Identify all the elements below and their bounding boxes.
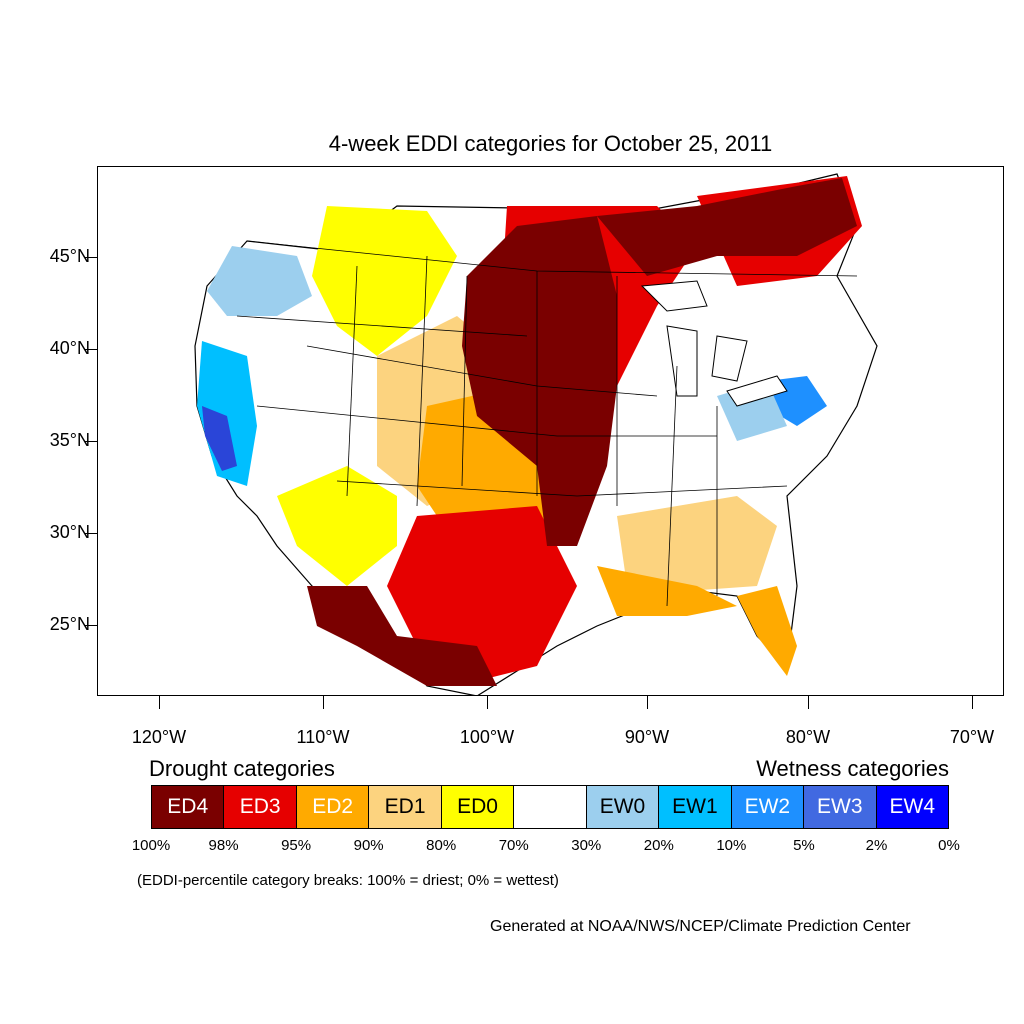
category-legend-bar: ED4 ED3 ED2 ED1 ED0 EW0 EW1 EW2 EW3 EW4 <box>151 785 949 829</box>
wet-region-pacific-northwest <box>207 246 312 316</box>
legend-cell-ew4: EW4 <box>876 786 948 828</box>
percentile-break-label: 100% <box>131 837 171 854</box>
y-tick-label: 35°N <box>49 430 90 450</box>
x-tick-label: 70°W <box>949 727 995 747</box>
y-tick-mark <box>84 533 97 534</box>
legend-cell-near-normal <box>514 786 587 828</box>
percentile-break-label: 2% <box>865 837 888 854</box>
y-tick-mark <box>84 441 97 442</box>
very-wet-region-california <box>202 406 237 471</box>
x-tick-mark <box>972 696 973 709</box>
great-lakes <box>640 280 788 407</box>
ed4-region-central-corridor <box>462 216 617 546</box>
y-tick-label: 30°N <box>49 522 90 542</box>
percentile-break-label: 20% <box>643 837 674 854</box>
x-tick-mark <box>323 696 324 709</box>
legend-cell-ew0: EW0 <box>586 786 660 828</box>
x-tick-mark <box>808 696 809 709</box>
x-tick-label: 80°W <box>785 727 831 747</box>
ed2-region-gulf <box>597 566 737 616</box>
legend-cell-ed4: ED4 <box>152 786 225 828</box>
eddi-map <box>97 166 1004 696</box>
percentile-break-label: 80% <box>426 837 457 854</box>
legend-cell-ed3: ED3 <box>224 786 297 828</box>
legend-cell-ew2: EW2 <box>731 786 805 828</box>
ed3-region-texas <box>387 506 577 681</box>
percentile-break-label: 10% <box>716 837 747 854</box>
y-tick-mark <box>84 349 97 350</box>
x-tick-label: 100°W <box>459 727 515 747</box>
x-tick-label: 120°W <box>131 727 187 747</box>
x-tick-mark <box>647 696 648 709</box>
percentile-break-label: 98% <box>208 837 239 854</box>
x-tick-mark <box>159 696 160 709</box>
map-title: 4-week EDDI categories for October 25, 2… <box>328 131 773 156</box>
credit-line: Generated at NOAA/NWS/NCEP/Climate Predi… <box>490 918 911 935</box>
legend-cell-ed2: ED2 <box>296 786 370 828</box>
y-tick-mark <box>84 625 97 626</box>
ed4-region-mexico <box>307 586 497 686</box>
wetness-categories-heading: Wetness categories <box>756 756 949 781</box>
ed2-region-florida <box>737 586 797 676</box>
y-tick-label: 45°N <box>49 246 90 266</box>
y-tick-label: 40°N <box>49 338 90 358</box>
category-breaks-note: (EDDI-percentile category breaks: 100% =… <box>137 872 559 889</box>
eddi-map-canvas <box>194 173 878 696</box>
percentile-break-label: 90% <box>353 837 384 854</box>
ed1-region-southeast <box>617 496 777 591</box>
x-tick-mark <box>487 696 488 709</box>
x-tick-label: 90°W <box>624 727 670 747</box>
legend-cell-ew1: EW1 <box>659 786 732 828</box>
drought-categories-heading: Drought categories <box>149 756 335 781</box>
percentile-break-label: 30% <box>571 837 602 854</box>
state-boundaries <box>236 240 858 607</box>
y-tick-mark <box>84 257 97 258</box>
percentile-break-label: 70% <box>498 837 529 854</box>
legend-cell-ed0: ED0 <box>441 786 515 828</box>
ed0-region-mountain-west <box>312 206 457 356</box>
percentile-break-label: 95% <box>281 837 312 854</box>
y-tick-label: 25°N <box>49 614 90 634</box>
percentile-break-label: 0% <box>938 837 960 854</box>
legend-cell-ew3: EW3 <box>804 786 877 828</box>
percentile-break-label: 5% <box>793 837 815 854</box>
ed0-region-southwest <box>277 466 397 586</box>
x-tick-label: 110°W <box>296 727 350 747</box>
legend-cell-ed1: ED1 <box>369 786 442 828</box>
ed4-region-northern-tier <box>597 178 857 276</box>
